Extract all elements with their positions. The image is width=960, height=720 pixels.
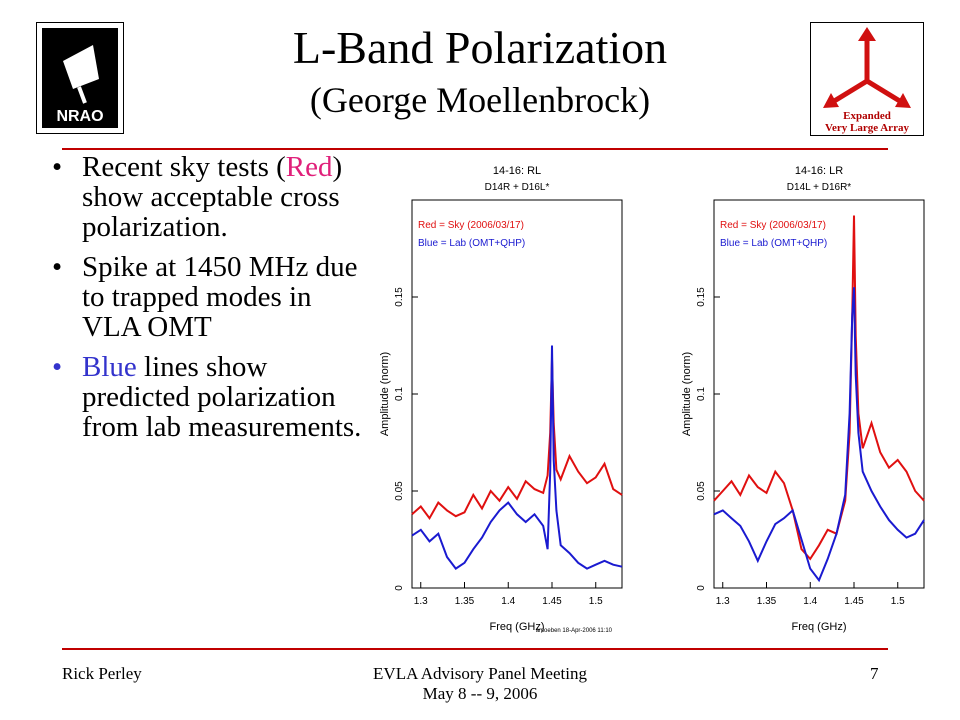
y-axis-label: Amplitude (norm) [379, 352, 391, 436]
bullet-item: • Recent sky tests (Red) show acceptable … [48, 152, 368, 242]
plot-lr: 14-16: LR D14L + D16R* 0 0.05 0.1 0.15 1.3 1.35… [674, 160, 944, 650]
x-tick-label: 1.3 [716, 596, 730, 607]
x-tick-label: 1.45 [844, 596, 864, 607]
chart-lr: 14-16: LR D14L + D16R* 0 0.05 0.1 0.15 1.3 1.35… [681, 165, 925, 633]
y-tick-label: 0 [394, 585, 405, 591]
chart-title: 14-16: RL [493, 165, 541, 177]
bottom-rule [62, 648, 888, 650]
x-axis-label: Freq (GHz) [792, 621, 847, 633]
legend-entry: Red = Sky (2006/03/17) [418, 220, 524, 231]
legend-entry: Blue = Lab (OMT+QHP) [720, 238, 827, 249]
y-tick-label: 0.1 [394, 387, 405, 401]
y-tick-label: 0.05 [696, 481, 707, 501]
series-line [411, 359, 623, 521]
footer-meeting: EVLA Advisory Panel Meeting May 8 -- 9, … [280, 664, 680, 704]
bullet-item: • Blue lines show predicted polarization … [48, 352, 368, 442]
y-tick-label: 0.15 [394, 287, 405, 307]
series-line [713, 215, 925, 561]
evla-logo-text-2: Very Large Array [825, 122, 909, 134]
x-tick-label: 1.35 [757, 596, 777, 607]
bullet-dot: • [52, 351, 63, 383]
x-tick-label: 1.4 [501, 596, 515, 607]
nrao-logo: NRAO [36, 22, 124, 134]
legend-entry: Blue = Lab (OMT+QHP) [418, 238, 525, 249]
y-tick-label: 0.1 [696, 387, 707, 401]
x-tick-label: 1.5 [891, 596, 905, 607]
y-tick-label: 0 [696, 585, 707, 591]
x-tick-label: 1.35 [455, 596, 475, 607]
bullet-dot: • [52, 151, 63, 183]
bullet-text: Spike at 1450 MHz due to trapped modes i… [82, 251, 358, 343]
y-tick-label: 0.05 [394, 481, 405, 501]
plot-frame [713, 199, 925, 589]
nrao-logo-text: NRAO [56, 108, 103, 125]
evla-logo: Expanded Very Large Array [810, 22, 924, 136]
y-tick-label: 0.15 [696, 287, 707, 307]
footer-page-number: 7 [870, 664, 879, 683]
evla-logo-text-1: Expanded [843, 110, 891, 122]
slide-subtitle: (George Moellenbrock) [309, 80, 651, 120]
footer-author: Rick Perley [62, 664, 142, 683]
plot-rl: 14-16: RL D14R + D16L* 0 0.05 0.1 0.15 1.3 1.35… [372, 160, 642, 650]
chart-title: 14-16: LR [795, 165, 843, 177]
footer-meeting-line1: EVLA Advisory Panel Meeting [373, 664, 587, 683]
chart-subtitle: D14L + D16R* [787, 182, 851, 193]
red-word: Red [285, 151, 333, 183]
chart-footnote: amoeben 18-Apr-2006 11:10 [536, 628, 613, 634]
bullet-item: • Spike at 1450 MHz due to trapped modes … [48, 252, 368, 342]
x-axis-label: Freq (GHz) [490, 621, 545, 633]
blue-word: Blue [82, 351, 137, 383]
slide-title: L-Band Polarization [292, 22, 668, 73]
series-line [411, 345, 623, 570]
bullet-text: ) show acceptable cross polarization. [82, 151, 343, 243]
plot-frame [411, 199, 623, 589]
bullet-text: Recent sky tests ( [82, 151, 286, 183]
footer-meeting-line2: May 8 -- 9, 2006 [422, 684, 538, 703]
top-rule [62, 148, 888, 150]
x-tick-label: 1.45 [542, 596, 562, 607]
bullet-text: lines show predicted polarization from l… [82, 351, 362, 443]
bullet-list: • Recent sky tests (Red) show acceptable … [48, 152, 368, 452]
y-axis-label: Amplitude (norm) [681, 352, 693, 436]
series-line [713, 287, 925, 583]
x-tick-label: 1.4 [803, 596, 817, 607]
chart-rl: 14-16: RL D14R + D16L* 0 0.05 0.1 0.15 1.3 1.35… [379, 165, 623, 634]
legend-entry: Red = Sky (2006/03/17) [720, 220, 826, 231]
bullet-dot: • [52, 251, 63, 283]
chart-subtitle: D14R + D16L* [485, 182, 550, 193]
x-tick-label: 1.3 [414, 596, 428, 607]
x-tick-label: 1.5 [589, 596, 603, 607]
